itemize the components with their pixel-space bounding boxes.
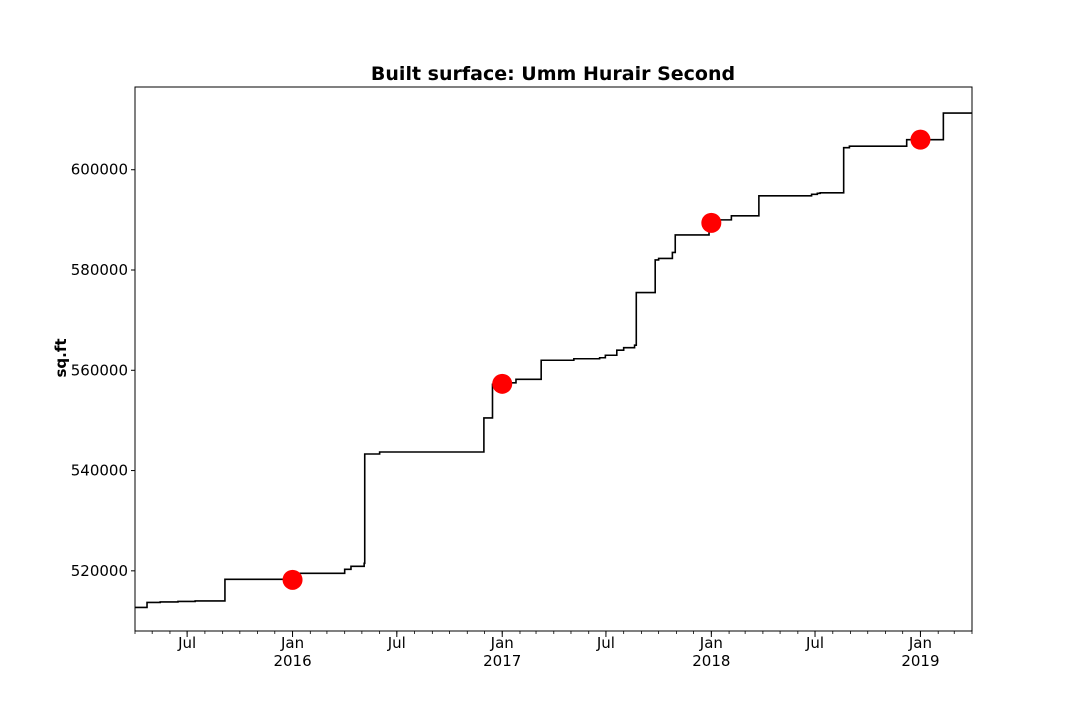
marker-point-1 — [492, 373, 513, 394]
x-tick-label-4: Jul — [596, 634, 615, 652]
chart-title: Built surface: Umm Hurair Second — [371, 63, 735, 85]
x-tick-year-3: 2017 — [483, 652, 521, 670]
y-tick-label-1: 540000 — [71, 462, 128, 480]
x-tick-label-0: Jul — [177, 634, 196, 652]
y-tick-label-0: 520000 — [71, 562, 128, 580]
x-tick-label-1: Jan — [280, 634, 304, 652]
marker-point-0 — [282, 569, 303, 590]
step-line-series — [135, 112, 972, 609]
y-tick-label-3: 580000 — [71, 261, 128, 279]
y-tick-label-4: 600000 — [71, 161, 128, 179]
y-tick-label-2: 560000 — [71, 361, 128, 379]
marker-point-3 — [910, 129, 931, 150]
x-tick-label-3: Jan — [490, 634, 514, 652]
x-tick-year-1: 2016 — [273, 652, 311, 670]
axes-frame — [134, 86, 973, 632]
x-tick-label-7: Jan — [908, 634, 932, 652]
x-tick-label-5: Jan — [699, 634, 723, 652]
y-axis-label: sq.ft — [52, 338, 70, 377]
x-tick-label-6: Jul — [805, 634, 824, 652]
x-tick-year-5: 2018 — [692, 652, 730, 670]
plot-area — [135, 112, 972, 609]
marker-point-2 — [701, 212, 722, 233]
x-tick-label-2: Jul — [387, 634, 406, 652]
x-tick-year-7: 2019 — [901, 652, 939, 670]
